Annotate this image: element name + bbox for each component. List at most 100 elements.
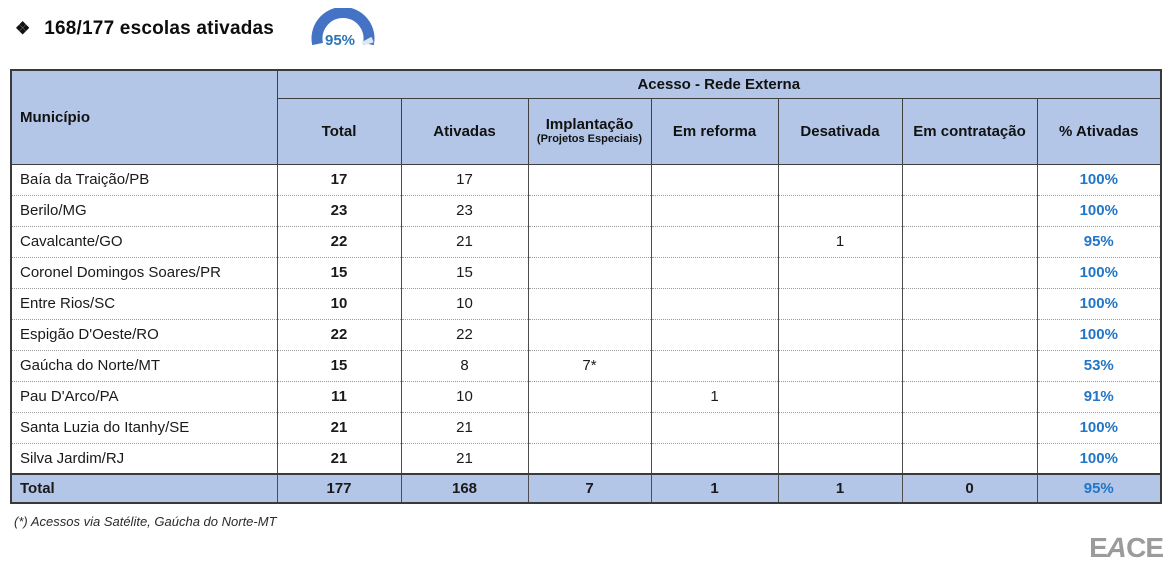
cell-em-reforma xyxy=(650,288,779,320)
cell-em-contratacao xyxy=(901,257,1038,289)
cell-em-reforma xyxy=(650,443,779,475)
col-header-implantacao: Implantação (Projetos Especiais) xyxy=(527,97,652,165)
diamond-bullet-icon: ❖ xyxy=(15,19,31,38)
cell-em-contratacao xyxy=(901,319,1038,351)
cell-em-reforma xyxy=(650,319,779,351)
cell-municipio: Santa Luzia do Itanhy/SE xyxy=(10,412,278,444)
footnote: (*) Acessos via Satélite, Gaúcha do Nort… xyxy=(14,514,277,529)
cell-implantacao: 7* xyxy=(527,350,652,382)
cell-pct-ativadas: 100% xyxy=(1036,164,1162,196)
cell-municipio: Baía da Traição/PB xyxy=(10,164,278,196)
cell-total: 21 xyxy=(276,412,402,444)
cell-pct-ativadas: 95% xyxy=(1036,473,1162,504)
cell-total: 22 xyxy=(276,319,402,351)
cell-em-contratacao xyxy=(901,195,1038,227)
cell-implantacao xyxy=(527,443,652,475)
cell-implantacao xyxy=(527,288,652,320)
cell-total: 177 xyxy=(276,473,402,504)
cell-municipio: Coronel Domingos Soares/PR xyxy=(10,257,278,289)
cell-ativadas: 23 xyxy=(400,195,529,227)
col-header-implantacao-sub: (Projetos Especiais) xyxy=(536,133,643,146)
table-row: Berilo/MG 23 23 100% xyxy=(10,195,1162,227)
cell-em-contratacao xyxy=(901,226,1038,258)
cell-desativada xyxy=(777,195,903,227)
table-row: Entre Rios/SC 10 10 100% xyxy=(10,288,1162,320)
cell-desativada xyxy=(777,164,903,196)
cell-municipio: Berilo/MG xyxy=(10,195,278,227)
cell-total: 15 xyxy=(276,350,402,382)
cell-implantacao: 7 xyxy=(527,473,652,504)
cell-implantacao xyxy=(527,412,652,444)
cell-implantacao xyxy=(527,226,652,258)
cell-implantacao xyxy=(527,164,652,196)
table-row: Santa Luzia do Itanhy/SE 21 21 100% xyxy=(10,412,1162,444)
cell-pct-ativadas: 100% xyxy=(1036,319,1162,351)
gauge-arc-icon: 95% xyxy=(311,8,375,49)
cell-ativadas: 10 xyxy=(400,288,529,320)
cell-ativadas: 15 xyxy=(400,257,529,289)
cell-desativada: 1 xyxy=(777,226,903,258)
cell-em-reforma xyxy=(650,164,779,196)
cell-em-reforma xyxy=(650,257,779,289)
table-row: Coronel Domingos Soares/PR 15 15 100% xyxy=(10,257,1162,289)
table-row: Cavalcante/GO 22 21 1 95% xyxy=(10,226,1162,258)
cell-pct-ativadas: 100% xyxy=(1036,412,1162,444)
cell-total: 23 xyxy=(276,195,402,227)
cell-ativadas: 8 xyxy=(400,350,529,382)
cell-total: 22 xyxy=(276,226,402,258)
cell-desativada: 1 xyxy=(777,473,903,504)
eace-logo: EACE xyxy=(1089,532,1164,563)
cell-em-reforma xyxy=(650,195,779,227)
schools-table-wrap: Município Acesso - Rede Externa Total At… xyxy=(10,69,1163,504)
cell-ativadas: 168 xyxy=(400,473,529,504)
col-header-desativada: Desativada xyxy=(777,97,903,165)
cell-municipio: Entre Rios/SC xyxy=(10,288,278,320)
col-header-municipio: Município xyxy=(10,69,278,165)
cell-em-contratacao xyxy=(901,443,1038,475)
cell-em-contratacao xyxy=(901,381,1038,413)
cell-municipio: Cavalcante/GO xyxy=(10,226,278,258)
cell-municipio: Silva Jardim/RJ xyxy=(10,443,278,475)
col-header-total: Total xyxy=(276,97,402,165)
cell-ativadas: 22 xyxy=(400,319,529,351)
table-row: Pau D'Arco/PA 11 10 1 91% xyxy=(10,381,1162,413)
cell-ativadas: 17 xyxy=(400,164,529,196)
col-header-ativadas: Ativadas xyxy=(400,97,529,165)
cell-ativadas: 21 xyxy=(400,412,529,444)
title-row: ❖ 168/177 escolas ativadas 95% xyxy=(15,8,376,50)
table-row: Gaúcha do Norte/MT 15 8 7* 53% xyxy=(10,350,1162,382)
cell-desativada xyxy=(777,319,903,351)
cell-desativada xyxy=(777,443,903,475)
cell-implantacao xyxy=(527,195,652,227)
table-total-row: Total 177 168 7 1 1 0 95% xyxy=(10,473,1162,504)
col-header-implantacao-main: Implantação xyxy=(545,116,634,134)
cell-ativadas: 10 xyxy=(400,381,529,413)
cell-total-label: Total xyxy=(10,473,278,504)
col-header-em-reforma: Em reforma xyxy=(650,97,779,165)
cell-em-contratacao xyxy=(901,350,1038,382)
cell-em-reforma: 1 xyxy=(650,381,779,413)
cell-total: 15 xyxy=(276,257,402,289)
cell-total: 21 xyxy=(276,443,402,475)
cell-desativada xyxy=(777,412,903,444)
cell-ativadas: 21 xyxy=(400,443,529,475)
cell-total: 11 xyxy=(276,381,402,413)
table-row: Silva Jardim/RJ 21 21 100% xyxy=(10,443,1162,475)
cell-total: 17 xyxy=(276,164,402,196)
cell-desativada xyxy=(777,257,903,289)
activation-gauge: 95% xyxy=(310,8,376,50)
cell-desativada xyxy=(777,381,903,413)
col-header-em-contratacao: Em contratação xyxy=(901,97,1038,165)
cell-pct-ativadas: 100% xyxy=(1036,288,1162,320)
cell-implantacao xyxy=(527,257,652,289)
cell-pct-ativadas: 100% xyxy=(1036,195,1162,227)
page-title: 168/177 escolas ativadas xyxy=(44,18,275,39)
cell-desativada xyxy=(777,288,903,320)
cell-em-reforma xyxy=(650,350,779,382)
table-row: Espigão D'Oeste/RO 22 22 100% xyxy=(10,319,1162,351)
cell-municipio: Espigão D'Oeste/RO xyxy=(10,319,278,351)
cell-pct-ativadas: 53% xyxy=(1036,350,1162,382)
cell-em-reforma xyxy=(650,412,779,444)
cell-pct-ativadas: 100% xyxy=(1036,443,1162,475)
